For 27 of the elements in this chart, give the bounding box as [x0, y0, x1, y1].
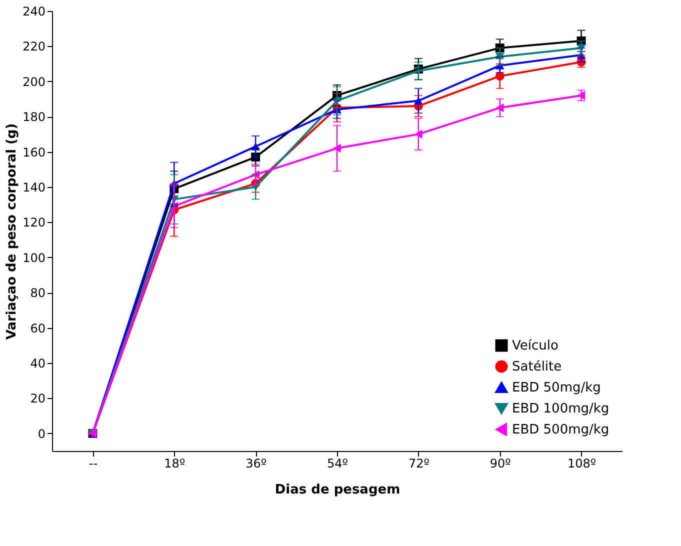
legend-label: EBD 500mg/kg: [512, 422, 610, 438]
legend-label: Satélite: [512, 360, 562, 374]
legend-label: EBD 100mg/kg: [512, 402, 610, 416]
x-tick-label: --: [88, 456, 98, 470]
y-tick-label: 120: [22, 216, 46, 230]
x-tick-label: 54º: [327, 456, 348, 470]
y-tick-label: 0: [38, 426, 46, 441]
y-tick-label: 240: [22, 4, 46, 18]
legend-label: EBD 50mg/kg: [512, 380, 601, 396]
x-tick-label: 108º: [568, 456, 596, 470]
y-tick-label: 60: [30, 321, 46, 336]
y-tick-label: 180: [22, 110, 46, 124]
x-tick-label: 90º: [490, 456, 512, 470]
x-tick-label: 36º: [246, 456, 267, 470]
x-tick-label: 18º: [164, 456, 186, 470]
y-tick-label: 220: [22, 40, 46, 54]
y-tick-label: 160: [22, 145, 46, 160]
y-tick-label: 140: [22, 180, 46, 194]
x-tick-label: 72º: [408, 456, 430, 470]
y-tick-label: 40: [30, 356, 46, 370]
y-tick-label: 80: [30, 286, 46, 300]
y-axis-title: Variaçao de peso corporal (g): [4, 123, 20, 340]
y-tick-label: 200: [22, 74, 46, 89]
y-tick-label: 20: [30, 392, 46, 406]
legend-label: Veículo: [512, 338, 558, 354]
x-axis-title: Dias de pesagem: [274, 482, 400, 498]
y-tick-label: 100: [22, 250, 46, 265]
